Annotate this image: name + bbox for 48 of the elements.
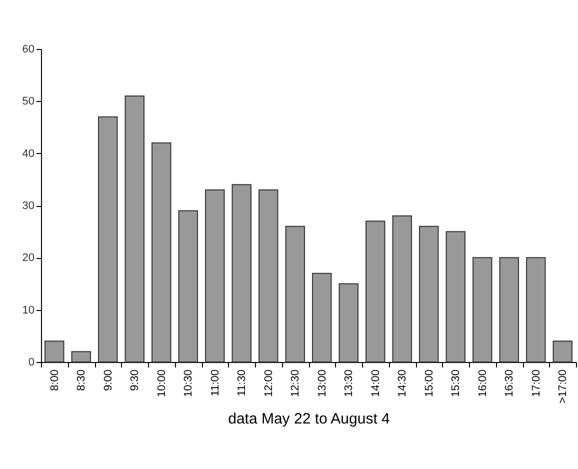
- y-tick-label: 60: [22, 44, 34, 56]
- bar: [338, 283, 358, 362]
- x-axis-title: data May 22 to August 4: [228, 410, 390, 428]
- x-tick-label: >17:00: [557, 370, 570, 404]
- y-tick-label: 0: [28, 356, 34, 368]
- y-tick-label: 50: [22, 96, 34, 108]
- x-tick-label: 8:00: [48, 370, 61, 391]
- x-tick-label: 16:00: [476, 370, 489, 398]
- bar: [499, 257, 519, 362]
- bar: [71, 351, 91, 362]
- bar: [258, 189, 278, 362]
- x-tick-label: 10:30: [182, 370, 195, 398]
- bar: [392, 215, 412, 362]
- x-tick-label: 13:30: [343, 370, 356, 398]
- x-tick-label: 12:30: [290, 370, 302, 398]
- bar: [98, 116, 118, 362]
- x-tick-label: 9:30: [129, 370, 142, 391]
- bar: [124, 95, 144, 362]
- x-tick-label: 16:30: [504, 370, 516, 398]
- bar: [285, 226, 305, 362]
- x-tick-label: 9:00: [102, 370, 114, 391]
- bar: [552, 340, 572, 362]
- bar: [44, 340, 64, 362]
- x-tick-label: 13:00: [316, 370, 328, 398]
- bar: [205, 189, 225, 362]
- bar: [419, 226, 439, 362]
- bar: [232, 184, 252, 362]
- y-tick-label: 10: [22, 304, 34, 316]
- x-tick-label: 10:00: [156, 370, 168, 398]
- bar: [366, 220, 386, 362]
- x-tick-label: 15:00: [423, 370, 436, 398]
- x-tick-label: 11:00: [209, 370, 222, 396]
- bar: [526, 257, 546, 362]
- bar: [472, 257, 492, 362]
- x-tick-label: 12:00: [262, 370, 275, 398]
- y-tick-label: 20: [22, 252, 34, 264]
- bar: [312, 272, 332, 362]
- bar: [178, 210, 198, 362]
- x-tick-label: 15:30: [450, 370, 462, 398]
- x-tick-label: 14:30: [396, 370, 409, 398]
- y-tick-label: 40: [22, 148, 34, 160]
- x-tick-label: 14:00: [370, 370, 382, 398]
- bar: [446, 231, 466, 362]
- bar: [152, 142, 172, 362]
- x-tick-label: 8:30: [76, 370, 88, 391]
- x-tick-label: 11:30: [236, 370, 248, 396]
- y-tick-label: 30: [22, 200, 34, 212]
- x-tick-label: 17:00: [530, 370, 542, 398]
